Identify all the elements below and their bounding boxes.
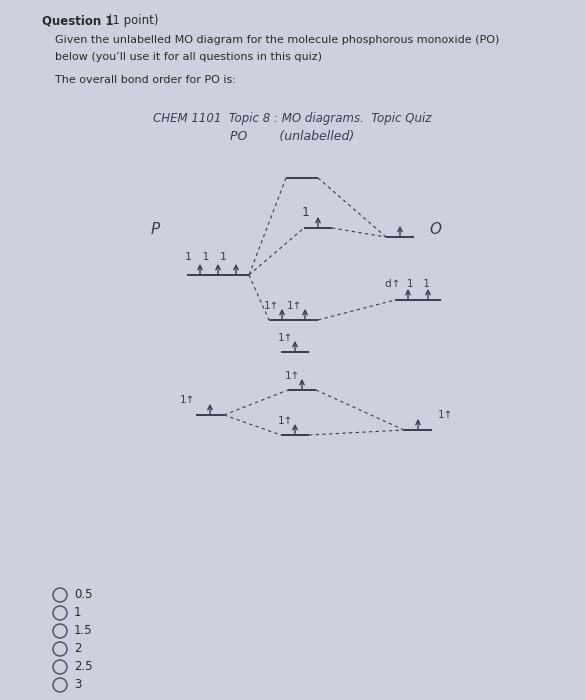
- Text: P: P: [150, 223, 160, 237]
- Text: 2: 2: [74, 643, 81, 655]
- Text: 1: 1: [302, 206, 310, 218]
- Text: 1↑: 1↑: [285, 371, 300, 381]
- Text: 1↑: 1↑: [287, 301, 302, 311]
- Text: (1 point): (1 point): [104, 14, 159, 27]
- Text: 1↑: 1↑: [278, 416, 293, 426]
- Text: 1↑: 1↑: [438, 410, 453, 420]
- Text: 1↑: 1↑: [180, 395, 195, 405]
- Text: PO        (unlabelled): PO (unlabelled): [230, 130, 354, 143]
- Text: 1: 1: [74, 606, 81, 620]
- Text: 1   1   1: 1 1 1: [185, 252, 227, 262]
- Text: Question 1: Question 1: [42, 14, 113, 27]
- Text: The overall bond order for PO is:: The overall bond order for PO is:: [55, 75, 236, 85]
- Text: 0.5: 0.5: [74, 589, 92, 601]
- Text: 1.5: 1.5: [74, 624, 92, 638]
- Text: Given the unlabelled MO diagram for the molecule phosphorous monoxide (PO): Given the unlabelled MO diagram for the …: [55, 35, 500, 45]
- Text: O: O: [429, 223, 441, 237]
- Text: CHEM 1101  Topic 8 : MO diagrams.  Topic Quiz: CHEM 1101 Topic 8 : MO diagrams. Topic Q…: [153, 112, 431, 125]
- Text: 1↑: 1↑: [264, 301, 280, 311]
- Text: 3: 3: [74, 678, 81, 692]
- Text: below (you’ll use it for all questions in this quiz): below (you’ll use it for all questions i…: [55, 52, 322, 62]
- Text: 2.5: 2.5: [74, 661, 92, 673]
- Text: d↑  1   1: d↑ 1 1: [385, 279, 430, 289]
- Text: 1↑: 1↑: [278, 333, 293, 343]
